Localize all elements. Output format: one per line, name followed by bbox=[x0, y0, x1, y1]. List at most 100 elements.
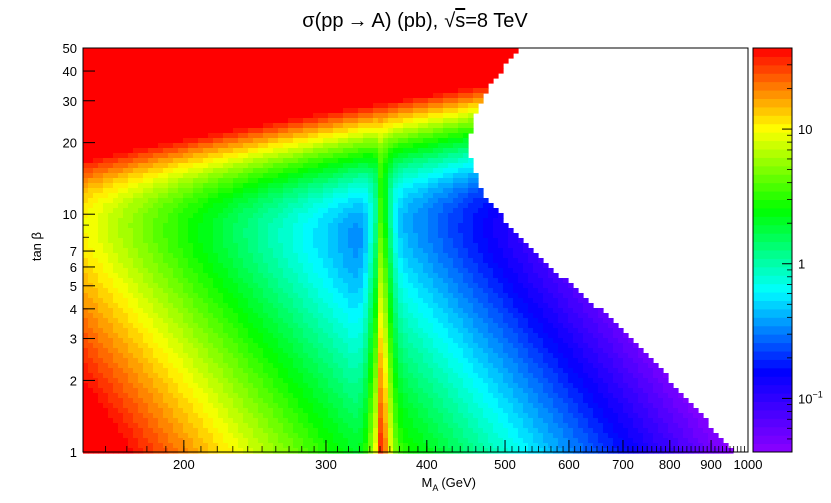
heatmap-cell bbox=[538, 328, 544, 334]
heatmap-cell bbox=[323, 83, 329, 89]
heatmap-cell bbox=[158, 218, 164, 224]
heatmap-cell bbox=[513, 288, 519, 294]
heatmap-cell bbox=[388, 108, 394, 114]
heatmap-cell bbox=[213, 293, 219, 299]
heatmap-cell bbox=[293, 173, 299, 179]
heatmap-cell bbox=[148, 108, 154, 114]
heatmap-cell bbox=[278, 308, 284, 314]
heatmap-cell bbox=[348, 118, 354, 124]
heatmap-cell bbox=[338, 113, 344, 119]
heatmap-cell bbox=[148, 93, 154, 99]
heatmap-cell bbox=[148, 103, 154, 109]
heatmap-cell bbox=[83, 318, 89, 324]
heatmap-cell bbox=[408, 198, 414, 204]
heatmap-cell bbox=[348, 98, 354, 104]
heatmap-cell bbox=[278, 243, 284, 249]
heatmap-cell bbox=[538, 283, 544, 289]
heatmap-cell bbox=[303, 223, 309, 229]
heatmap-cell bbox=[308, 233, 314, 239]
heatmap-cell bbox=[283, 318, 289, 324]
heatmap-cell bbox=[358, 298, 364, 304]
heatmap-cell bbox=[373, 123, 379, 129]
heatmap-cell bbox=[123, 298, 129, 304]
heatmap-cell bbox=[503, 48, 509, 54]
heatmap-cell bbox=[128, 238, 134, 244]
heatmap-cell bbox=[543, 263, 549, 269]
heatmap-cell bbox=[488, 298, 494, 304]
heatmap-cell bbox=[313, 213, 319, 219]
heatmap-cell bbox=[443, 198, 449, 204]
heatmap-cell bbox=[193, 128, 199, 134]
heatmap-cell bbox=[223, 158, 229, 164]
heatmap-cell bbox=[398, 163, 404, 169]
heatmap-cell bbox=[278, 313, 284, 319]
heatmap-cell bbox=[363, 248, 369, 254]
heatmap-cell bbox=[343, 68, 349, 74]
heatmap-cell bbox=[418, 63, 424, 69]
heatmap-cell bbox=[163, 113, 169, 119]
heatmap-cell bbox=[463, 203, 469, 209]
heatmap-cell bbox=[83, 123, 89, 129]
heatmap-cell bbox=[93, 93, 99, 99]
heatmap-cell bbox=[243, 183, 249, 189]
heatmap-cell bbox=[443, 158, 449, 164]
heatmap-cell bbox=[358, 258, 364, 264]
heatmap-cell bbox=[293, 88, 299, 94]
heatmap-cell bbox=[118, 238, 124, 244]
heatmap-cell bbox=[323, 78, 329, 84]
heatmap-cell bbox=[158, 83, 164, 89]
heatmap-cell bbox=[298, 318, 304, 324]
heatmap-cell bbox=[503, 248, 509, 254]
heatmap-cell bbox=[368, 193, 374, 199]
heatmap-cell bbox=[353, 303, 359, 309]
heatmap-cell bbox=[303, 318, 309, 324]
heatmap-cell bbox=[158, 48, 164, 54]
heatmap-cell bbox=[523, 253, 529, 259]
heatmap-cell bbox=[228, 278, 234, 284]
heatmap-cell bbox=[158, 73, 164, 79]
heatmap-cell bbox=[553, 318, 559, 324]
heatmap-cell bbox=[443, 248, 449, 254]
heatmap-cell bbox=[233, 303, 239, 309]
heatmap-cell bbox=[308, 263, 314, 269]
heatmap-cell bbox=[353, 233, 359, 239]
heatmap-cell bbox=[358, 73, 364, 79]
heatmap-cell bbox=[328, 233, 334, 239]
heatmap-cell bbox=[438, 323, 444, 329]
heatmap-cell bbox=[103, 203, 109, 209]
heatmap-cell bbox=[168, 293, 174, 299]
heatmap-cell bbox=[138, 218, 144, 224]
heatmap-cell bbox=[188, 278, 194, 284]
heatmap-cell bbox=[313, 263, 319, 269]
heatmap-cell bbox=[308, 98, 314, 104]
heatmap-cell bbox=[83, 313, 89, 319]
heatmap-cell bbox=[478, 258, 484, 264]
heatmap-cell bbox=[388, 313, 394, 319]
heatmap-cell bbox=[543, 298, 549, 304]
heatmap-cell bbox=[323, 73, 329, 79]
heatmap-cell bbox=[518, 248, 524, 254]
heatmap-cell bbox=[238, 218, 244, 224]
heatmap-cell bbox=[193, 243, 199, 249]
heatmap-cell bbox=[163, 83, 169, 89]
heatmap-cell bbox=[203, 203, 209, 209]
heatmap-cell bbox=[133, 108, 139, 114]
heatmap-cell bbox=[233, 48, 239, 54]
heatmap-cell bbox=[528, 288, 534, 294]
heatmap-cell bbox=[448, 178, 454, 184]
heatmap-cell bbox=[263, 333, 269, 339]
heatmap-cell bbox=[138, 108, 144, 114]
heatmap-cell bbox=[338, 148, 344, 154]
heatmap-cell bbox=[283, 328, 289, 334]
heatmap-cell bbox=[418, 158, 424, 164]
heatmap-cell bbox=[273, 68, 279, 74]
heatmap-cell bbox=[258, 163, 264, 169]
heatmap-cell bbox=[148, 123, 154, 129]
heatmap-cell bbox=[368, 333, 374, 339]
heatmap-cell bbox=[478, 68, 484, 74]
heatmap-cell bbox=[258, 108, 264, 114]
heatmap-cell bbox=[128, 288, 134, 294]
heatmap-cell bbox=[103, 183, 109, 189]
heatmap-cell bbox=[128, 278, 134, 284]
heatmap-cell bbox=[268, 213, 274, 219]
